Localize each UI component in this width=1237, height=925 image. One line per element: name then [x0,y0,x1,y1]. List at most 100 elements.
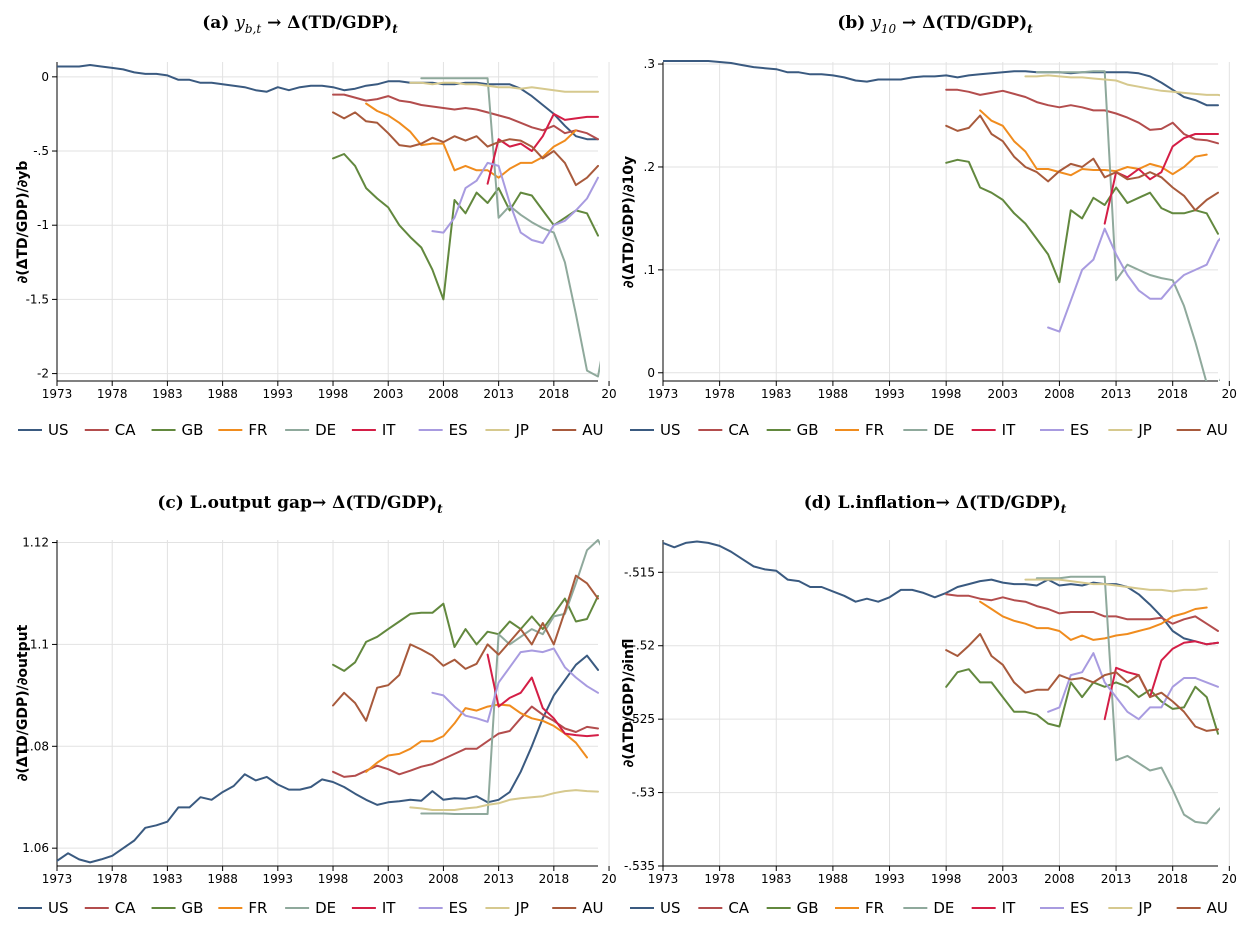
panel-title: (c) L.output gap→ Δ(TD/GDP)t [157,493,443,516]
x-tick-label: 2018 [539,872,570,886]
series-group [57,64,600,378]
series-line-es [431,161,599,244]
x-tick-label: 1998 [931,387,962,401]
x-tick-label: 1978 [704,872,735,886]
series-line-gb [945,158,1219,284]
series-line-au [945,633,1219,732]
legend-label-gb: GB [797,899,819,917]
legend-label-es: ES [1070,421,1089,439]
y-tick-label: -.525 [624,712,655,726]
series-line-it [486,112,599,185]
legend: US CA GB FR DE IT ES JP AU [18,899,603,917]
legend-label-au: AU [1207,421,1228,439]
x-tick-label: 20 [601,872,616,886]
series-line-fr [365,102,577,179]
x-tick-label: 1993 [874,387,905,401]
x-tick-label: 1983 [761,387,792,401]
panel-title: (b) y10 → Δ(TD/GDP)t [837,13,1033,36]
x-tick-label: 2003 [988,872,1019,886]
series-line-ca [945,593,1219,632]
y-axis-label: ∂(ΔTD/GDP)/∂10y [621,156,637,288]
y-tick-label: -2 [37,367,49,381]
legend-label-us: US [660,421,681,439]
legend-label-gb: GB [182,421,204,439]
legend-label-ca: CA [728,421,749,439]
y-tick-label: .2 [644,160,655,174]
x-tick-label: 20 [601,387,616,401]
series-line-us [663,540,1219,646]
legend-label-jp: JP [514,421,528,439]
series-line-us [57,64,599,141]
y-tick-label: 0 [41,70,49,84]
series-line-de [420,77,600,378]
x-tick-label: 20 [1222,387,1237,401]
x-tick-label: 2008 [428,872,459,886]
series-line-fr [979,109,1208,177]
legend-label-jp: JP [514,899,528,917]
legend-label-de: DE [315,421,336,439]
x-tick-label: 1983 [761,872,792,886]
legend-label-fr: FR [248,421,267,439]
series-line-jp [409,81,599,93]
x-tick-label: 1978 [97,387,128,401]
series-line-gb [945,668,1219,735]
x-tick-label: 2003 [373,387,404,401]
legend-label-es: ES [449,421,468,439]
x-tick-label: 2013 [483,872,514,886]
x-tick-label: 1988 [818,872,849,886]
legend: US CA GB FR DE IT ES JP AU [630,899,1228,917]
y-axis-label: ∂(ΔTD/GDP)/∂infl [621,639,637,768]
x-tick-label: 2008 [1044,387,1075,401]
x-tick-label: 1983 [152,387,183,401]
y-tick-label: .1 [644,263,655,277]
x-tick-label: 1988 [207,387,238,401]
series-line-it [486,653,599,738]
series-line-us [57,654,599,864]
series-line-es [1047,652,1219,721]
series-line-au [332,574,599,722]
series-line-it [1103,133,1219,225]
legend-label-us: US [48,421,69,439]
legend-label-de: DE [933,899,954,917]
x-tick-label: 1978 [704,387,735,401]
legend-label-fr: FR [248,899,267,917]
series-line-jp [1024,578,1208,593]
series-line-jp [409,789,599,811]
series-line-de [1035,70,1220,381]
legend-label-fr: FR [865,421,884,439]
series-group [663,540,1220,825]
y-tick-label: 1.1 [30,637,49,651]
series-line-us [663,60,1219,107]
legend-label-gb: GB [797,421,819,439]
x-tick-label: 1993 [263,387,294,401]
series-line-de [1035,575,1220,825]
x-tick-label: 1988 [818,387,849,401]
x-tick-label: 2008 [428,387,459,401]
panel-d: (d) L.inflation→ Δ(TD/GDP)t 1973 1978 1983 1… [621,493,1237,917]
x-tick-label: 2018 [1157,387,1188,401]
legend-label-jp: JP [1137,421,1151,439]
y-tick-label: 1.12 [22,536,49,550]
x-tick-label: 20 [1222,872,1237,886]
y-tick-label: -.5 [33,144,49,158]
legend-label-de: DE [933,421,954,439]
legend-label-au: AU [582,421,603,439]
y-tick-label: .3 [644,57,655,71]
y-tick-label: -.535 [624,859,655,873]
y-axis-label: ∂(ΔTD/GDP)/∂output [15,624,31,781]
x-tick-label: 1993 [263,872,294,886]
series-line-fr [979,600,1208,641]
legend-label-au: AU [1207,899,1228,917]
legend-label-es: ES [449,899,468,917]
series-line-gb [332,153,599,301]
x-tick-label: 2013 [1101,872,1132,886]
x-tick-label: 1998 [318,872,349,886]
x-tick-label: 1993 [874,872,905,886]
x-tick-label: 1973 [648,872,679,886]
panel-c: (c) L.output gap→ Δ(TD/GDP)t 1973 1978 1983… [15,493,617,917]
series-line-es [431,647,599,723]
x-tick-label: 2013 [1101,387,1132,401]
legend-label-au: AU [582,899,603,917]
y-tick-label: -.52 [632,639,655,653]
